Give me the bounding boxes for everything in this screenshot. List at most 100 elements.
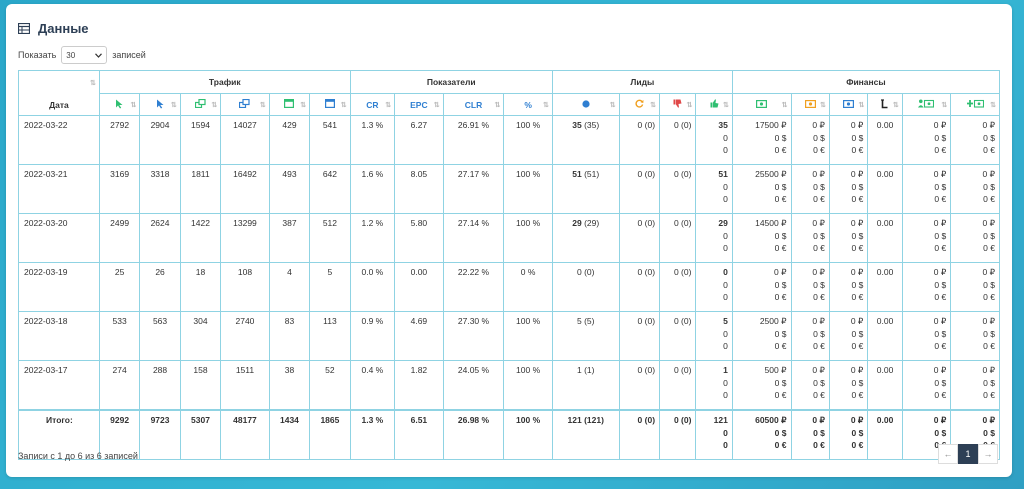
money-value: 0 ₽ [933,316,947,326]
cell-leads-hold: 0 (0) [618,164,661,214]
date-column-header[interactable]: Дата ⇅ [18,70,100,116]
cell-window-total: 512 [309,213,351,263]
cell-window-unique: 4 [268,262,311,312]
money-value: 0 $ [813,427,825,438]
leads-approved-value: 0 [723,145,728,155]
sort-icon: ⇅ [300,101,307,109]
col-leads-total[interactable]: ⇅ [551,93,620,116]
col-clicks-unique[interactable]: ⇅ [98,93,141,116]
cell-cr: 1.2 % [349,213,396,263]
money-value: 0 € [813,341,825,351]
col-fin-referral[interactable]: ⇅ [901,93,952,116]
col-leads-rejected[interactable]: ⇅ [659,93,697,116]
cell-fin-5: 0 ₽ 0 $ 0 € [901,213,952,263]
money-value: 0 $ [851,230,864,241]
cell-fin-3: 0 ₽ 0 $ 0 € [828,164,869,214]
leads-approved-value: 0 [723,181,728,192]
col-epc[interactable]: EPC ⇅ [394,93,444,116]
cell-fin-1: 500 ₽ 0 $ 0 € [731,360,792,411]
cell-window-total: 541 [309,115,351,165]
date-cell: 2022-03-17 [18,360,100,411]
sort-icon: ⇅ [211,101,218,109]
col-window-total[interactable]: ⇅ [309,93,351,116]
next-page-button[interactable]: → [978,444,998,464]
cell-fin-l: 0.00 [867,262,903,312]
money-value: 0 € [851,440,864,450]
leads-total-value: 5 (5) [576,316,595,326]
cell-clicks-unique: 3169 [98,164,141,214]
cell-percent: 100 % [503,409,553,460]
sort-icon: ⇅ [170,101,177,109]
col-clr[interactable]: CLR ⇅ [442,93,505,116]
money-value: 0 € [774,341,787,351]
table-row: 2022-03-18 533 563 304 2740 83 113 0.9 % 4.69 27.… [18,311,1000,361]
cell-leads-approved: 51 0 0 [695,164,733,214]
col-percent[interactable]: % ⇅ [503,93,553,116]
cell-clr: 22.22 % [442,262,505,312]
col-fin-paid[interactable]: ⇅ [828,93,869,116]
table-body: 2022-03-22 2792 2904 1594 14027 429 541 1.3 % 6.… [18,115,1000,460]
cell-leads-approved: 121 0 0 [695,409,733,460]
money-icon [804,99,816,108]
money-value: 0 € [983,341,995,351]
cell-window-total: 5 [309,262,351,312]
col-leads-hold[interactable]: ⇅ [618,93,661,116]
money-value: 0 $ [934,328,947,339]
page-length-select[interactable]: 30 [61,46,108,64]
sort-icon: ⇅ [650,101,657,109]
leads-approved-value: 0 [723,377,728,388]
page-1-button[interactable]: 1 [958,444,978,464]
money-value: 0 $ [983,427,995,438]
table-row: 2022-03-19 25 26 18 108 4 5 0.0 % 0.00 22.22 % 0 %… [18,262,1000,312]
col-windows-total[interactable]: ⇅ [220,93,270,116]
col-fin-hold[interactable]: ⇅ [790,93,830,116]
cell-windows-total: 14027 [220,115,270,165]
page-length-control: Показать 30 записей [18,44,146,66]
money-value: 0 $ [983,181,995,192]
cell-fin-1: 60500 ₽ 0 $ 0 € [731,409,792,460]
col-cr[interactable]: CR ⇅ [349,93,396,116]
money-value: 0 € [851,341,864,351]
money-value: 0 $ [934,181,947,192]
cell-clr: 27.17 % [442,164,505,214]
money-value: 0 ₽ [812,218,825,228]
cell-fin-2: 0 ₽ 0 $ 0 € [790,262,830,312]
col-fin-bonus[interactable]: ⇅ [950,93,1000,116]
cell-fin-6: 0 ₽ 0 $ 0 € [950,115,1000,165]
col-clicks-total[interactable]: ⇅ [139,93,181,116]
cell-window-unique: 38 [268,360,311,411]
money-value: 0 $ [934,132,947,143]
money-value: 0 $ [774,328,787,339]
sort-icon: ⇅ [259,101,266,109]
col-windows-unique[interactable]: ⇅ [179,93,222,116]
cell-fin-1: 2500 ₽ 0 $ 0 € [731,311,792,361]
prev-page-button[interactable]: ← [938,444,958,464]
money-value: 0 € [934,341,947,351]
sort-icon: ⇅ [722,101,729,109]
money-value: 0 $ [774,132,787,143]
leads-approved-value: 29 [718,218,728,228]
table-row: 2022-03-20 2499 2624 1422 13299 387 512 1.2 % 5.… [18,213,1000,263]
cell-clr: 26.98 % [442,409,505,460]
records-info: Записи с 1 до 6 из 6 записей [18,451,138,461]
sort-icon: ⇅ [820,101,826,109]
cell-fin-3: 0 ₽ 0 $ 0 € [828,262,869,312]
sort-icon: ⇅ [941,101,948,109]
money-value: 0 $ [774,377,787,388]
leads-group-header: Лиды [551,70,733,94]
length-suffix: записей [112,50,146,60]
table-row: 2022-03-21 3169 3318 1811 16492 493 642 1.6 % 8.… [18,164,1000,214]
cell-fin-6: 0 ₽ 0 $ 0 € [950,213,1000,263]
cell-fin-3: 0 ₽ 0 $ 0 € [828,311,869,361]
money-value: 0 $ [774,230,787,241]
cell-fin-l: 0.00 [867,164,903,214]
col-fin-approved[interactable]: ⇅ [731,93,792,116]
col-window-unique[interactable]: ⇅ [268,93,311,116]
cell-percent: 100 % [503,115,553,165]
money-value: 0 ₽ [812,169,825,179]
sort-icon: ⇅ [385,101,392,109]
col-leads-approved[interactable]: ⇅ [695,93,733,116]
col-fin-l[interactable]: ⇅ [867,93,903,116]
money-value: 0 $ [934,427,947,438]
clr-header: CLR [464,99,483,110]
